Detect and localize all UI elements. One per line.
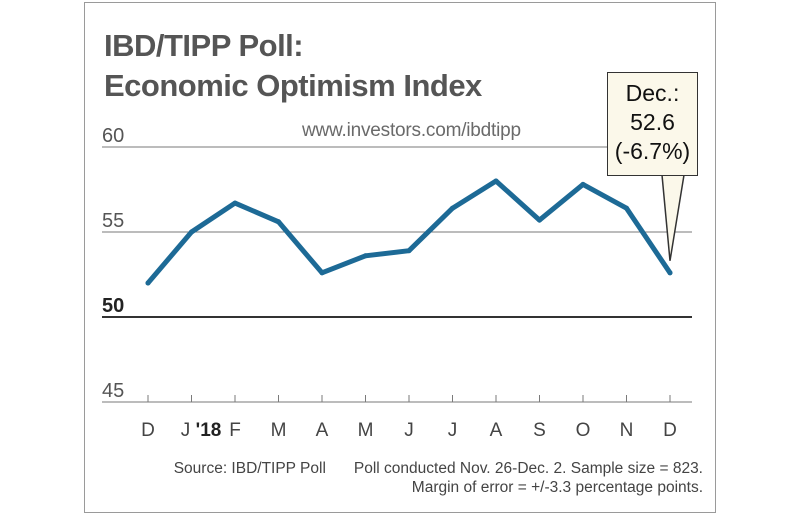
source-url: www.investors.com/ibdtipp bbox=[302, 120, 521, 141]
data-point bbox=[319, 270, 325, 276]
x-tick-label: O bbox=[576, 420, 591, 441]
source-note: Source: IBD/TIPP Poll Poll conducted Nov.… bbox=[174, 459, 703, 497]
x-tick-label: A bbox=[316, 420, 329, 441]
data-point bbox=[667, 270, 673, 276]
x-tick-label: F bbox=[229, 420, 241, 441]
data-point bbox=[189, 229, 194, 235]
x-tick-label: D bbox=[141, 420, 155, 441]
y-tick-label: 60 bbox=[102, 125, 124, 147]
x-tick-label: J bbox=[448, 420, 458, 441]
data-point bbox=[493, 178, 499, 184]
y-tick-label: 50 bbox=[102, 295, 124, 317]
data-point bbox=[363, 253, 368, 259]
y-tick-label: 45 bbox=[102, 380, 124, 402]
callout-month: Dec.: bbox=[625, 80, 680, 106]
data-point bbox=[406, 248, 412, 254]
x-tick-label: A bbox=[490, 420, 503, 441]
data-point bbox=[276, 219, 281, 225]
x-tick-label: M bbox=[271, 420, 287, 441]
data-point bbox=[450, 205, 455, 211]
x-tick-label: J bbox=[404, 420, 414, 441]
callout-value: 52.6 bbox=[630, 109, 675, 135]
x-tick-label: S bbox=[533, 420, 546, 441]
callout-change: (-6.7%) bbox=[614, 138, 691, 164]
year-marker: '18 bbox=[196, 420, 222, 441]
x-tick-label: N bbox=[620, 420, 634, 441]
y-tick-label: 55 bbox=[102, 210, 124, 232]
data-point bbox=[624, 205, 629, 211]
data-point bbox=[537, 217, 542, 223]
margin-of-error: Margin of error = +/-3.3 percentage poin… bbox=[411, 479, 703, 496]
data-point bbox=[232, 200, 238, 206]
poll-details: Poll conducted Nov. 26-Dec. 2. Sample si… bbox=[353, 460, 703, 477]
chart-title-line1: IBD/TIPP Poll: bbox=[104, 28, 304, 63]
x-tick-label: D bbox=[663, 420, 677, 441]
x-tick-label: M bbox=[358, 420, 374, 441]
chart-title-line2: Economic Optimism Index bbox=[104, 68, 482, 103]
chart-title: IBD/TIPP Poll: Economic Optimism Index bbox=[104, 26, 482, 106]
data-point bbox=[580, 181, 586, 187]
data-point bbox=[145, 280, 151, 286]
callout-pointer bbox=[661, 174, 685, 261]
source-label: Source: IBD/TIPP Poll bbox=[173, 460, 326, 477]
x-tick-label: J bbox=[181, 420, 191, 441]
latest-value-callout: Dec.: 52.6 (-6.7%) bbox=[607, 72, 698, 176]
